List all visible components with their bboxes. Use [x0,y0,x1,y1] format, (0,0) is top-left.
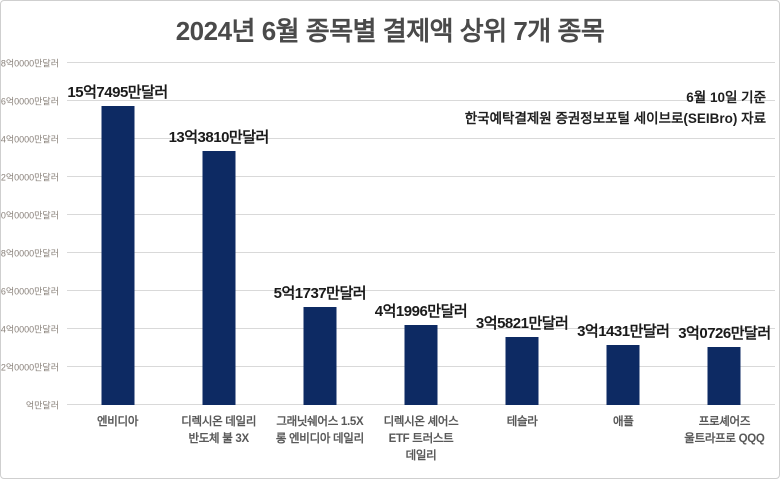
bar-value-label: 3억1431만달러 [577,323,670,341]
x-category-label-line: 디렉시온 셰어스 [383,416,459,428]
y-axis-tick-label: 10억0000만달러 [0,210,59,221]
x-category-label: 애플 [553,414,693,431]
y-axis-tick-label: 억만달러 [25,400,59,411]
y-axis-tick-label: 2억0000만달러 [0,362,59,373]
y-axis-tick-label: 4억0000만달러 [0,324,59,335]
x-category-label: 그래닛쉐어스 1.5X 롱 엔비디아 데일리 [250,414,390,448]
gridline [67,138,775,139]
bar [101,105,135,405]
plot-area: 억만달러 2억0000만달러 4억0000만달러 6억0000만달러 8억0000만달러… [1,59,775,411]
y-axis-tick-label: 12억0000만달러 [0,172,59,183]
bar-value-label: 13억3810만달러 [168,128,270,146]
gridline [67,290,775,291]
bar [202,150,236,405]
y-axis-tick-label: 16억0000만달러 [0,96,59,107]
y-axis-tick-label: 18억0000만달러 [0,58,59,69]
gridline [67,214,775,215]
x-category-label-line: 그래닛쉐어스 1.5X [276,416,364,428]
x-category-label: 테슬라 [452,414,592,431]
bar-value-label: 5억1737만달러 [273,284,367,302]
x-category-label-line: 엔비디아 [97,416,139,428]
chart-title: 2024년 6월 종목별 결제액 상위 7개 종목 [175,16,605,46]
x-category-label-line: 프로셰어즈 [698,416,751,428]
x-category-label-line: 울트라프로 QQQ [684,433,765,445]
bar-value-label: 15억7495만달러 [67,83,168,101]
as-of-date-label: 6월 10일 기준 [686,90,766,105]
x-category-label: 엔비디아 [48,414,188,431]
x-axis-category-labels: 엔비디아 디렉시온 데일리 반도체 불 3X 그래닛쉐어스 1.5X 롱 엔비디아 데일… [67,414,775,476]
bar-value-label: 3억5821만달러 [475,314,569,332]
x-category-label-line: 데일리 [405,450,437,462]
bar [505,336,539,405]
x-category-label-line: ETF 트러스트 [388,433,454,445]
bar-value-label: 4억1996만달러 [374,303,468,321]
y-axis-tick-label: 8억0000만달러 [0,248,59,259]
x-category-label-line: 롱 엔비디아 데일리 [275,433,364,445]
x-category-label-line: 디렉시온 데일리 [181,416,257,428]
gridline [67,62,775,63]
bar [303,306,337,405]
bar [707,346,741,405]
gridline [67,100,775,102]
source-label: 한국예탁결제원 증권정보포털 세이브로(SEIBro) 자료 [464,111,766,126]
bar-value-label: 3억0726만달러 [678,324,771,342]
x-category-label-line: 테슬라 [506,416,538,428]
x-category-label-line: 애플 [613,416,634,428]
bar [404,325,438,405]
gridline [67,176,775,177]
y-axis-tick-label: 14억0000만달러 [0,134,59,145]
bar [606,345,640,405]
gridline [67,252,775,254]
x-category-label-line: 반도체 불 3X [188,433,250,445]
y-axis-tick-label: 6억0000만달러 [0,286,59,297]
